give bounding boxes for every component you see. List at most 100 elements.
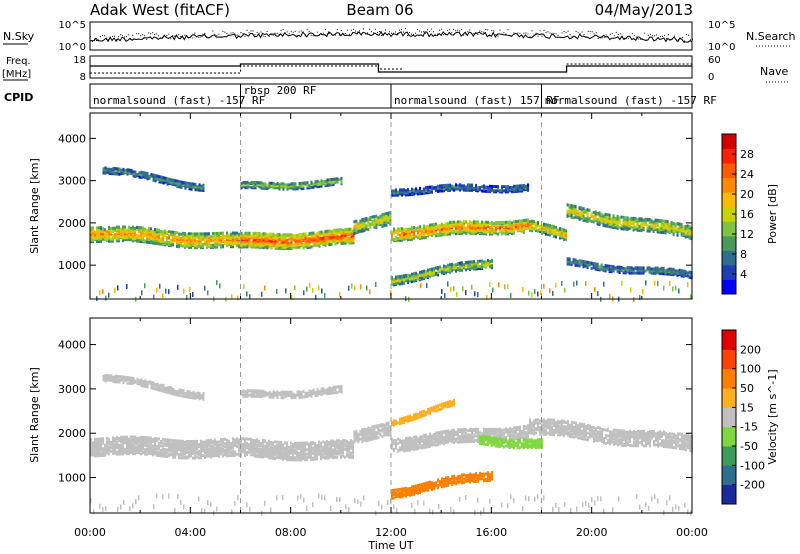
data-cell bbox=[680, 233, 683, 237]
data-cell bbox=[399, 238, 401, 242]
data-cell bbox=[439, 228, 441, 232]
data-cell bbox=[144, 448, 146, 452]
data-cell bbox=[158, 228, 160, 232]
data-cell bbox=[630, 271, 633, 275]
data-cell bbox=[258, 439, 260, 443]
data-cell bbox=[391, 276, 393, 280]
data-cell bbox=[222, 231, 224, 235]
data-cell bbox=[212, 439, 214, 443]
data-cell bbox=[612, 214, 615, 218]
data-cell bbox=[439, 188, 441, 192]
data-cell bbox=[254, 238, 257, 242]
data-cell bbox=[104, 168, 107, 172]
ground-scatter-cell bbox=[315, 294, 317, 300]
data-cell bbox=[336, 177, 339, 181]
data-cell bbox=[174, 444, 176, 448]
data-cell bbox=[130, 438, 132, 442]
data-cell bbox=[244, 445, 246, 449]
data-cell bbox=[588, 261, 591, 265]
data-cell bbox=[369, 216, 372, 219]
data-cell bbox=[475, 189, 477, 193]
data-cell bbox=[646, 266, 649, 270]
data-cell bbox=[164, 442, 166, 446]
data-cell bbox=[559, 227, 561, 231]
data-cell bbox=[407, 227, 409, 231]
data-cell bbox=[256, 231, 259, 235]
data-cell bbox=[184, 185, 187, 189]
data-cell bbox=[128, 442, 130, 446]
data-cell bbox=[106, 442, 108, 446]
data-cell bbox=[642, 221, 645, 225]
data-cell bbox=[136, 173, 139, 177]
data-cell bbox=[598, 265, 601, 269]
data-cell bbox=[204, 448, 206, 452]
data-cell bbox=[314, 233, 317, 237]
data-cell bbox=[146, 240, 148, 244]
data-cell bbox=[142, 175, 145, 179]
data-cell bbox=[662, 272, 665, 276]
data-cell bbox=[180, 448, 182, 452]
data-cell bbox=[182, 439, 184, 443]
data-cell bbox=[664, 219, 667, 223]
data-cell bbox=[557, 228, 559, 232]
data-cell bbox=[463, 187, 465, 191]
data-cell bbox=[340, 228, 343, 232]
data-cell bbox=[340, 177, 343, 180]
data-cell bbox=[620, 265, 623, 269]
data-cell bbox=[290, 236, 293, 240]
data-cell bbox=[216, 440, 218, 444]
data-cell bbox=[94, 448, 96, 452]
data-cell bbox=[118, 229, 120, 233]
data-cell bbox=[178, 456, 180, 460]
data-cell bbox=[272, 446, 274, 450]
data-cell bbox=[288, 457, 290, 461]
data-cell bbox=[316, 179, 319, 183]
data-cell bbox=[513, 184, 515, 188]
data-cell bbox=[576, 209, 579, 213]
data-cell bbox=[660, 266, 663, 270]
data-cell bbox=[186, 242, 188, 246]
data-cell bbox=[186, 237, 188, 241]
ground-scatter-cell bbox=[561, 281, 563, 286]
data-cell bbox=[264, 185, 267, 189]
data-cell bbox=[280, 182, 283, 186]
data-cell bbox=[106, 230, 108, 234]
data-cell bbox=[634, 271, 637, 275]
data-cell bbox=[365, 224, 368, 228]
data-cell bbox=[509, 186, 511, 190]
ground-scatter-cell bbox=[306, 286, 308, 292]
data-cell bbox=[270, 441, 272, 444]
data-cell bbox=[334, 228, 337, 232]
data-cell bbox=[411, 230, 413, 234]
data-cell bbox=[399, 282, 401, 286]
data-cell bbox=[489, 260, 491, 263]
data-cell bbox=[501, 185, 503, 189]
data-cell bbox=[413, 233, 415, 237]
data-cell bbox=[204, 451, 206, 455]
data-cell bbox=[487, 220, 489, 224]
data-cell bbox=[256, 443, 258, 447]
data-cell bbox=[453, 230, 455, 234]
data-cell bbox=[640, 221, 643, 225]
data-cell bbox=[686, 271, 689, 275]
data-cell bbox=[268, 236, 271, 240]
data-cell bbox=[642, 227, 645, 231]
data-cell bbox=[122, 235, 124, 238]
data-cell bbox=[196, 239, 198, 243]
data-cell bbox=[280, 184, 283, 188]
data-cell bbox=[431, 228, 433, 232]
data-cell bbox=[154, 238, 156, 242]
data-cell bbox=[431, 231, 433, 235]
data-cell bbox=[638, 224, 641, 228]
ground-scatter-cell bbox=[621, 280, 623, 286]
data-cell bbox=[298, 239, 301, 243]
data-cell bbox=[148, 240, 150, 244]
data-cell bbox=[142, 233, 144, 237]
data-cell bbox=[138, 238, 140, 242]
data-cell bbox=[92, 229, 94, 233]
data-cell bbox=[110, 237, 112, 241]
data-cell bbox=[300, 237, 303, 240]
data-cell bbox=[489, 187, 491, 191]
data-cell bbox=[286, 451, 288, 455]
data-cell bbox=[340, 236, 343, 240]
